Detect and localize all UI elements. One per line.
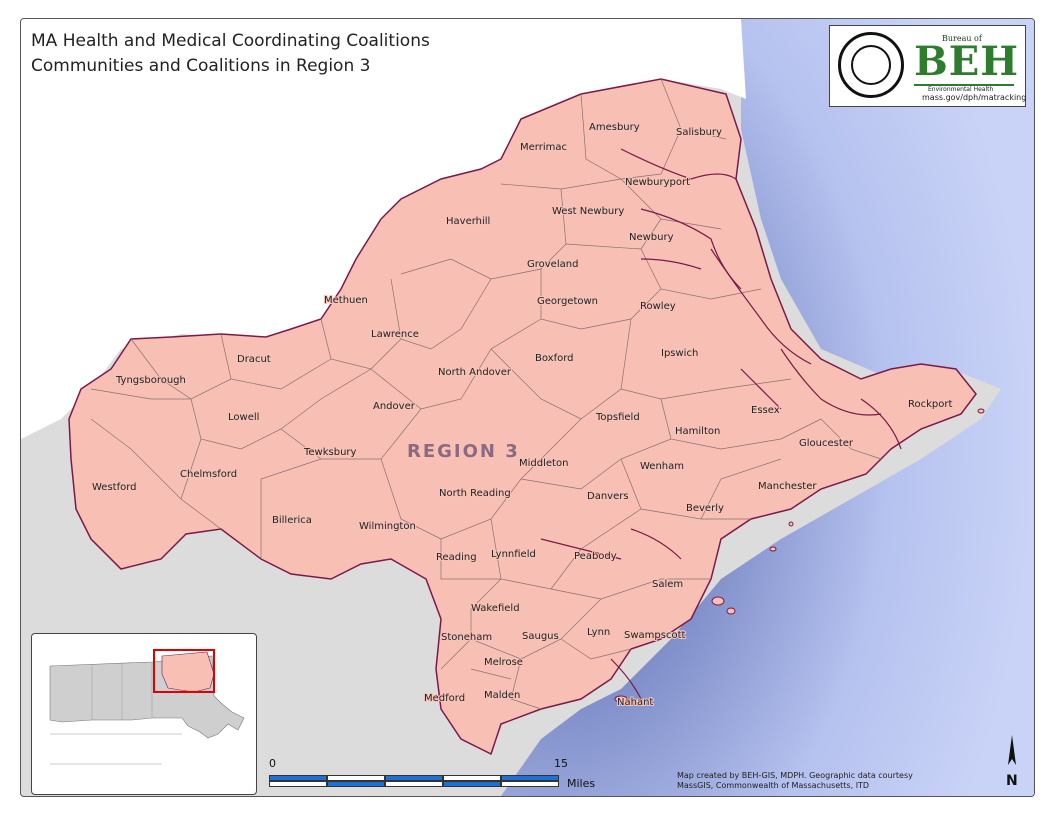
town-label[interactable]: Wakefield — [470, 602, 521, 615]
town-label[interactable]: Lynn — [586, 626, 611, 639]
town-label[interactable]: Nahant — [616, 696, 654, 709]
town-label[interactable]: Georgetown — [536, 295, 599, 308]
town-label[interactable]: Westford — [91, 481, 138, 494]
town-labels: Amesbury Salisbury Merrimac Newburyport … — [91, 121, 953, 709]
title-line-1: MA Health and Medical Coordinating Coali… — [31, 31, 430, 51]
beh-underline — [914, 84, 1014, 86]
map-canvas[interactable]: Amesbury Salisbury Merrimac Newburyport … — [21, 19, 1034, 796]
logo-panel: Bureau of BEH Environmental Health mass.… — [829, 25, 1026, 107]
map-frame: Amesbury Salisbury Merrimac Newburyport … — [20, 18, 1035, 797]
scale-segment — [443, 775, 501, 781]
scale-units-label: Miles — [567, 777, 596, 790]
scale-segment — [269, 781, 327, 787]
inset-locator-map — [31, 633, 257, 795]
scale-bar: 0 15 Miles — [269, 757, 609, 791]
town-label[interactable]: Ipswich — [660, 347, 699, 360]
town-label[interactable]: Boxford — [534, 352, 575, 365]
beh-url[interactable]: mass.gov/dph/matracking — [922, 93, 1027, 102]
town-label[interactable]: Merrimac — [519, 141, 568, 154]
town-label[interactable]: Wenham — [639, 460, 685, 473]
scale-max-label: 15 — [554, 757, 568, 770]
scale-segment — [501, 775, 559, 781]
inset-highlight-box — [153, 649, 215, 693]
beh-top-text: Bureau of — [942, 34, 982, 43]
town-label[interactable]: Medford — [423, 692, 466, 705]
beh-logo: BEH — [914, 38, 1020, 85]
scale-segment — [327, 781, 385, 787]
inset-region-3 — [161, 651, 215, 693]
town-label[interactable]: Melrose — [483, 656, 524, 669]
town-label[interactable]: Andover — [372, 400, 417, 413]
town-label[interactable]: Dracut — [236, 353, 272, 366]
town-label[interactable]: Gloucester — [798, 437, 855, 450]
town-label[interactable]: Rockport — [907, 398, 953, 411]
town-label[interactable]: North Andover — [437, 366, 513, 379]
town-label[interactable]: Lowell — [227, 411, 260, 424]
map-credit: Map created by BEH-GIS, MDPH. Geographic… — [677, 771, 913, 791]
town-label[interactable]: Billerica — [271, 514, 313, 527]
town-label[interactable]: Beverly — [685, 502, 725, 515]
credit-line-1: Map created by BEH-GIS, MDPH. Geographic… — [677, 771, 913, 780]
town-label[interactable]: Peabody — [573, 550, 618, 563]
scale-segment — [385, 781, 443, 787]
beh-subtitle: Environmental Health — [928, 86, 994, 93]
town-label[interactable]: Rowley — [639, 300, 677, 313]
region-label: REGION 3 — [407, 441, 520, 462]
ocean-area — [501, 19, 1034, 796]
town-label[interactable]: Salisbury — [675, 126, 723, 139]
town-label[interactable]: Newbury — [628, 231, 675, 244]
town-label[interactable]: Amesbury — [588, 121, 641, 134]
town-label[interactable]: West Newbury — [551, 205, 625, 218]
credit-line-2: MassGIS, Commonwealth of Massachusetts, … — [677, 781, 870, 790]
town-label[interactable]: Salem — [651, 578, 684, 591]
town-label[interactable]: Tyngsborough — [114, 374, 187, 387]
title-line-2: Communities and Coalitions in Region 3 — [31, 56, 371, 76]
region-3-area[interactable] — [68, 78, 977, 756]
town-label[interactable]: Methuen — [323, 294, 369, 307]
scale-segment — [327, 775, 385, 781]
town-label[interactable]: Middleton — [518, 457, 569, 470]
north-arrow-shape — [1008, 735, 1016, 765]
town-boundaries — [90, 78, 882, 710]
islands — [614, 408, 985, 703]
town-label[interactable]: Newburyport — [624, 176, 691, 189]
town-label[interactable]: Lynnfield — [490, 548, 537, 561]
mdph-seal-icon — [838, 32, 904, 98]
coastline — [540, 148, 902, 700]
town-label[interactable]: Reading — [435, 551, 478, 564]
town-label[interactable]: Groveland — [526, 258, 579, 271]
seal-inner-ring — [851, 45, 891, 85]
map-title: MA Health and Medical Coordinating Coali… — [31, 29, 430, 79]
scale-segment — [385, 775, 443, 781]
town-label[interactable]: Chelmsford — [179, 468, 238, 481]
scale-zero-label: 0 — [269, 757, 276, 770]
scale-segment — [443, 781, 501, 787]
town-label[interactable]: Haverhill — [445, 215, 491, 228]
town-label[interactable]: Lawrence — [370, 328, 420, 341]
north-arrow-icon: N — [1001, 733, 1023, 789]
scale-segment — [269, 775, 327, 781]
inset-state-lines — [50, 662, 182, 765]
town-label[interactable]: Danvers — [586, 490, 630, 503]
town-label[interactable]: Saugus — [521, 630, 560, 643]
town-label[interactable]: Hamilton — [674, 425, 721, 438]
inset-map-svg — [49, 649, 245, 765]
north-label: N — [1006, 773, 1018, 789]
town-label[interactable]: Malden — [483, 689, 521, 702]
town-label[interactable]: Essex — [750, 404, 781, 417]
scale-segment — [501, 781, 559, 787]
town-label[interactable]: Topsfield — [594, 411, 641, 424]
town-label[interactable]: Wilmington — [358, 520, 417, 533]
town-label[interactable]: North Reading — [438, 487, 512, 500]
town-label[interactable]: Manchester — [757, 480, 818, 493]
town-label[interactable]: Swampscott — [623, 629, 686, 642]
town-label[interactable]: Tewksbury — [302, 446, 358, 459]
town-label[interactable]: Stoneham — [440, 631, 493, 644]
